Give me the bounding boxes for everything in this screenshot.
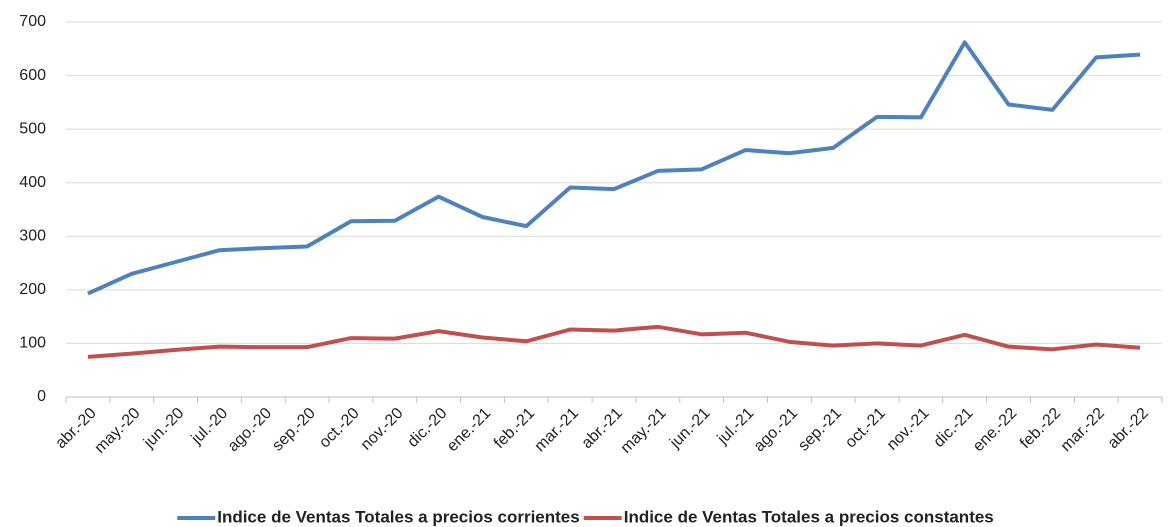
y-tick-label: 300 [19,228,46,245]
x-tick-label: may.-21 [618,405,670,457]
x-tick-label: feb.-21 [491,405,538,452]
y-tick-label: 100 [19,335,46,352]
y-tick-label: 500 [19,120,46,137]
x-tick-label: ago.-21 [751,405,801,455]
x-tick-label: mar.-22 [1058,405,1108,455]
y-tick-label: 0 [37,388,46,405]
x-tick-label: ene.-21 [444,405,494,455]
x-tick-label: sep.-20 [269,405,319,455]
x-tick-label: feb.-22 [1017,405,1064,452]
y-tick-label: 600 [19,67,46,84]
x-tick-label: abr.-22 [1105,405,1152,452]
x-tick-label: oct.-21 [842,405,889,452]
series-line [87,324,1141,359]
x-tick-label: jun.-20 [140,405,187,452]
x-tick-label: may.-20 [92,405,144,457]
x-tick-label: sep.-21 [795,405,845,455]
x-tick-label: jun.-21 [666,405,713,452]
legend-label: Indice de Ventas Totales a precios corri… [217,507,580,526]
x-tick-label: ene.-22 [970,405,1020,455]
y-tick-label: 200 [19,281,46,298]
x-tick-label: nov.-21 [884,405,933,454]
y-tick-label: 400 [19,174,46,191]
x-tick-label: ago.-20 [225,405,275,455]
y-tick-label: 700 [19,13,46,30]
x-tick-label: mar.-21 [532,405,582,455]
legend-label: Indice de Ventas Totales a precios const… [624,507,994,526]
x-tick-label: nov.-20 [358,405,407,454]
x-tick-label: oct.-20 [316,405,363,452]
series-line [87,40,1141,296]
